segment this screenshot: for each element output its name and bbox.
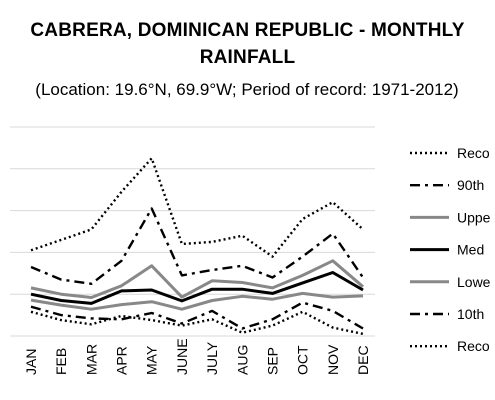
- series-line-4: [30, 291, 364, 311]
- x-tick-label: JAN: [23, 349, 39, 375]
- x-tick-label: MAY: [144, 345, 160, 375]
- chart-title-line-1: CABRERA, DOMINICAN REPUBLIC - MONTHLY: [30, 20, 465, 41]
- series-line-3: [30, 271, 364, 305]
- legend-label: Reco: [457, 145, 490, 161]
- series-line-2: [30, 259, 364, 299]
- x-tick-label: AUG: [234, 345, 250, 375]
- x-tick-label: NOV: [325, 344, 341, 375]
- x-tick-label: MAR: [83, 344, 99, 375]
- series-line-0: [30, 157, 364, 258]
- legend-label: Lowe: [457, 274, 491, 290]
- chart-subtitle: (Location: 19.6°N, 69.9°W; Period of rec…: [35, 80, 459, 99]
- x-tick-label: DEC: [355, 345, 371, 375]
- series-line-1: [30, 207, 364, 285]
- legend-label: 90th: [457, 177, 484, 193]
- x-tick-label: JUNE: [174, 338, 190, 375]
- x-tick-label: JULY: [204, 341, 220, 375]
- series-line-5: [30, 301, 364, 330]
- legend-label: 10th: [457, 306, 484, 322]
- chart-title-line-2: RAINFALL: [199, 47, 296, 68]
- x-tick-label: APR: [114, 346, 130, 375]
- legend-label: Uppe: [457, 209, 491, 225]
- legend-label: Med: [457, 242, 484, 258]
- x-tick-label: OCT: [295, 345, 311, 375]
- x-tick-label: FEB: [53, 348, 69, 375]
- series-line-6: [30, 310, 364, 336]
- x-tick-label: SEP: [264, 347, 280, 375]
- legend-label: Reco: [457, 338, 490, 354]
